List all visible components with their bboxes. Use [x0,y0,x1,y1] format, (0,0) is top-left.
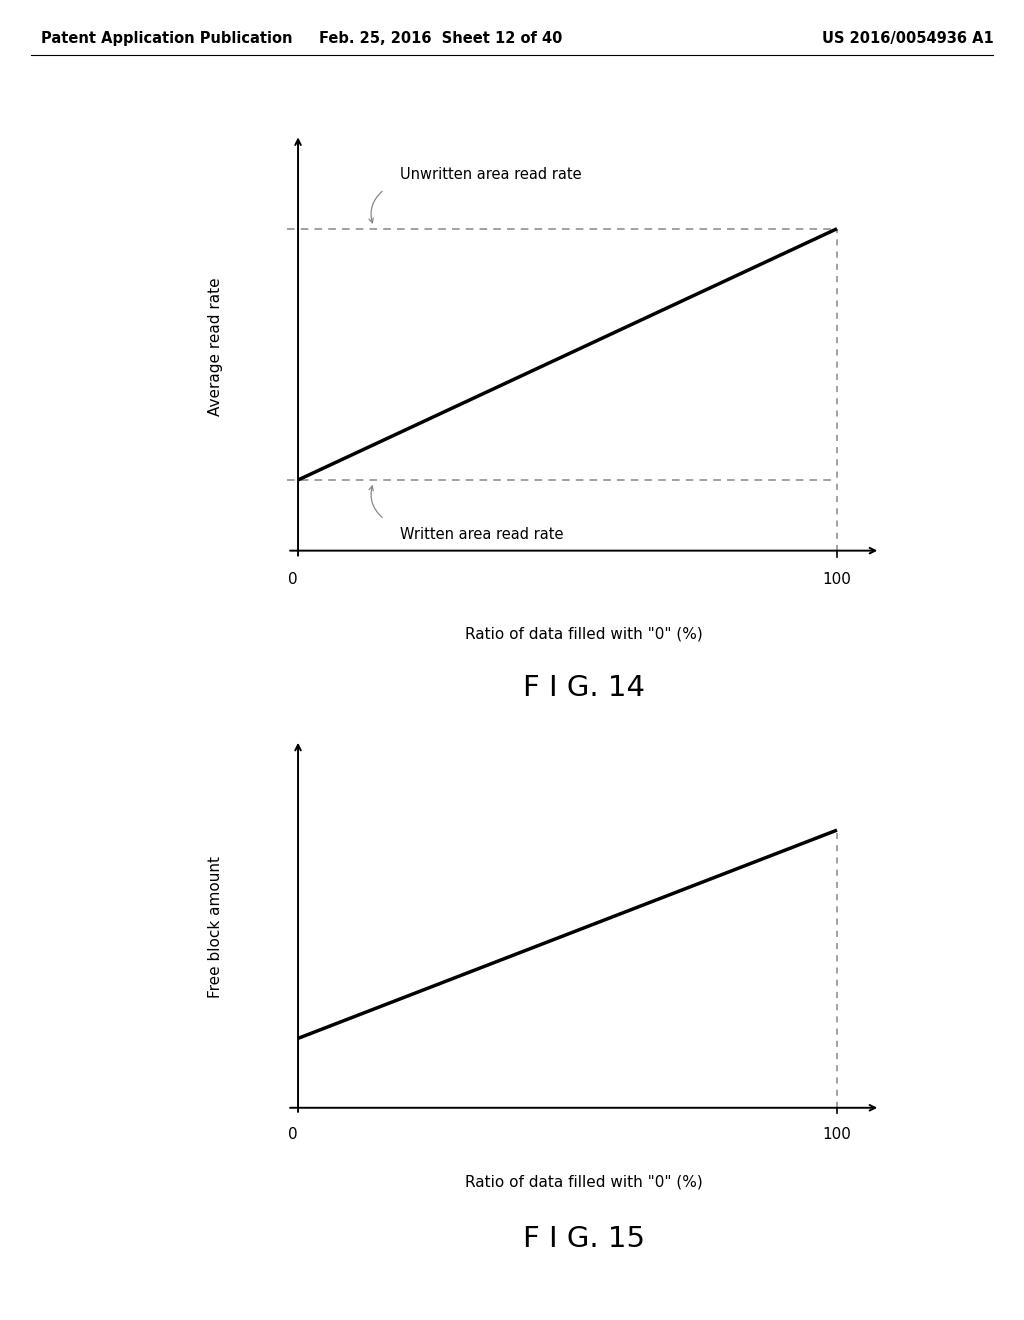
Text: 0: 0 [288,573,297,587]
Text: Average read rate: Average read rate [208,277,222,416]
Text: Written area read rate: Written area read rate [400,527,564,543]
Text: Ratio of data filled with "0" (%): Ratio of data filled with "0" (%) [465,627,702,642]
Text: Patent Application Publication: Patent Application Publication [41,30,293,46]
Text: 100: 100 [822,1127,851,1142]
Text: 0: 0 [288,1127,297,1142]
Text: F I G. 14: F I G. 14 [522,675,645,702]
Text: 100: 100 [822,573,851,587]
Text: Free block amount: Free block amount [208,857,222,998]
Text: Unwritten area read rate: Unwritten area read rate [400,166,582,182]
Text: Ratio of data filled with "0" (%): Ratio of data filled with "0" (%) [465,1175,702,1189]
Text: Feb. 25, 2016  Sheet 12 of 40: Feb. 25, 2016 Sheet 12 of 40 [318,30,562,46]
Text: US 2016/0054936 A1: US 2016/0054936 A1 [821,30,993,46]
Text: F I G. 15: F I G. 15 [522,1225,645,1253]
